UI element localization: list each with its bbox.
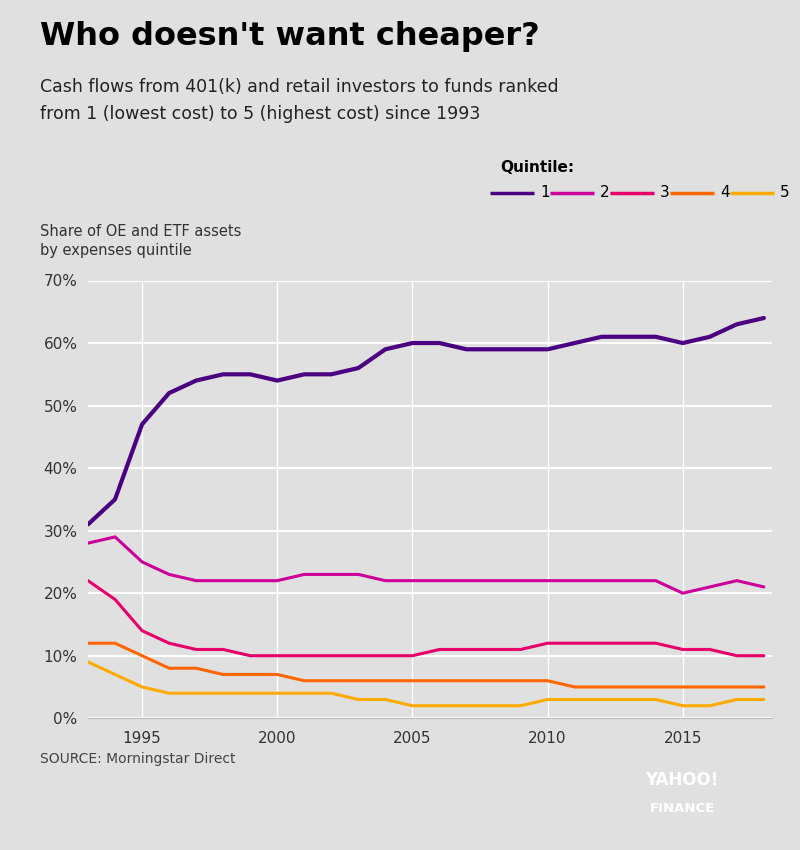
Text: 3: 3 (660, 185, 670, 201)
Text: from 1 (lowest cost) to 5 (highest cost) since 1993: from 1 (lowest cost) to 5 (highest cost)… (40, 105, 480, 122)
Text: FINANCE: FINANCE (650, 802, 714, 815)
Text: YAHOO!: YAHOO! (646, 771, 718, 789)
Text: 2: 2 (600, 185, 610, 201)
Text: Share of OE and ETF assets: Share of OE and ETF assets (40, 224, 242, 240)
Text: by expenses quintile: by expenses quintile (40, 243, 192, 258)
Text: 1: 1 (540, 185, 550, 201)
Text: 5: 5 (780, 185, 790, 201)
Text: 4: 4 (720, 185, 730, 201)
Text: SOURCE: Morningstar Direct: SOURCE: Morningstar Direct (40, 752, 235, 766)
Text: Cash flows from 401(k) and retail investors to funds ranked: Cash flows from 401(k) and retail invest… (40, 78, 558, 96)
Text: Who doesn't want cheaper?: Who doesn't want cheaper? (40, 21, 540, 52)
Text: Quintile:: Quintile: (500, 160, 574, 175)
